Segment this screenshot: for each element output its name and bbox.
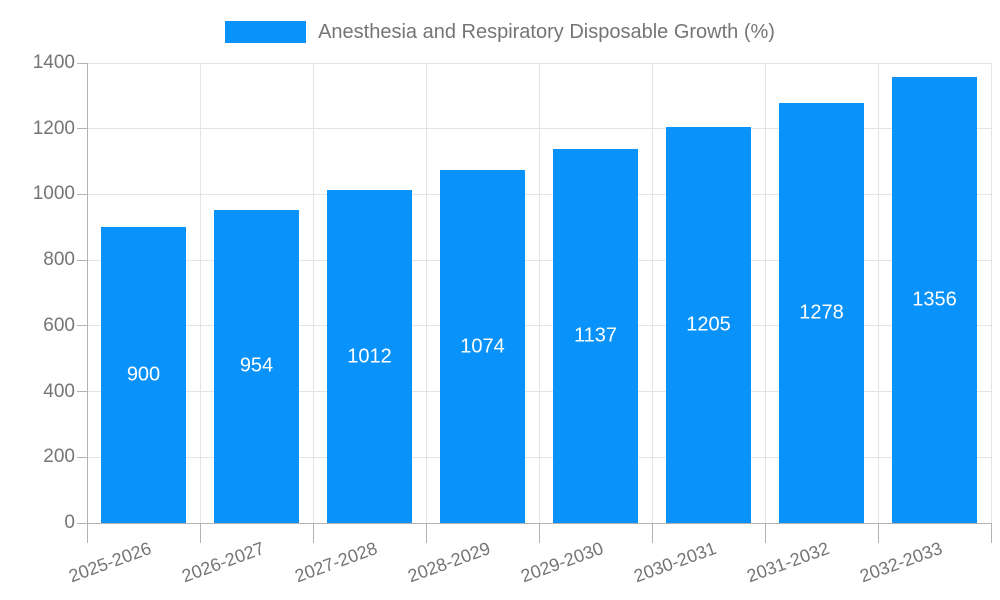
x-axis-label: 2032-2033 (857, 538, 946, 587)
y-axis-label: 1200 (32, 117, 75, 139)
gridline-vertical (990, 63, 992, 523)
y-axis-label: 0 (64, 512, 75, 533)
x-axis-label: 2026-2027 (179, 538, 268, 587)
x-axis-line (87, 522, 991, 524)
y-axis-line (86, 63, 88, 523)
y-axis-label: 1000 (32, 183, 75, 205)
bar-value-label: 1137 (573, 324, 617, 347)
x-axis-tick (538, 523, 540, 543)
x-axis-tick (877, 523, 879, 543)
gridline-vertical (199, 63, 201, 523)
bar-value-label: 900 (126, 363, 161, 386)
x-axis-label: 2028-2029 (405, 538, 494, 587)
bar-value-label: 954 (239, 354, 274, 377)
bar (779, 103, 864, 523)
y-axis-tick (77, 325, 87, 327)
y-axis-tick (77, 391, 87, 393)
x-axis-tick (990, 523, 992, 543)
y-axis-label: 600 (43, 314, 75, 336)
bar (327, 190, 412, 523)
y-axis-tick (77, 456, 87, 458)
bar (553, 149, 638, 523)
gridline-vertical (538, 63, 540, 523)
gridline-vertical (312, 63, 314, 523)
bar-value-label: 1074 (460, 335, 505, 358)
x-axis-label: 2031-2032 (744, 538, 833, 587)
x-axis-tick (425, 523, 427, 543)
gridline-vertical (651, 63, 653, 523)
bar-value-label: 1205 (686, 313, 731, 336)
bar-value-label: 1278 (799, 301, 844, 324)
y-axis-tick (77, 522, 87, 524)
chart-legend: Anesthesia and Respiratory Disposable Gr… (0, 21, 1000, 43)
legend-swatch (225, 21, 307, 43)
y-axis-label: 800 (43, 249, 75, 271)
bar-value-label: 1012 (347, 345, 392, 368)
bar-value-label: 1356 (912, 288, 957, 311)
x-axis-tick (651, 523, 653, 543)
gridline-vertical (877, 63, 879, 523)
bar (666, 127, 751, 523)
y-axis-tick (77, 62, 87, 64)
x-axis-tick (312, 523, 314, 543)
x-axis-label: 2025-2026 (66, 538, 155, 587)
chart-title: Anesthesia and Respiratory Disposable Gr… (318, 21, 775, 43)
x-axis-label: 2029-2030 (518, 538, 607, 587)
bar (101, 227, 186, 523)
x-axis-tick (764, 523, 766, 543)
y-axis-tick (77, 193, 87, 195)
x-axis-tick (86, 523, 88, 543)
y-axis-label: 200 (43, 446, 75, 468)
gridline-vertical (425, 63, 427, 523)
y-axis-label: 1400 (32, 52, 75, 73)
bar (214, 209, 299, 523)
y-axis-label: 400 (43, 380, 75, 402)
y-axis-tick (77, 128, 87, 130)
y-axis-tick (77, 259, 87, 261)
gridline-vertical (764, 63, 766, 523)
x-axis-tick (199, 523, 201, 543)
x-axis-label: 2030-2031 (631, 538, 720, 587)
bar (440, 170, 525, 523)
bar (892, 77, 977, 523)
x-axis-label: 2027-2028 (292, 538, 381, 587)
